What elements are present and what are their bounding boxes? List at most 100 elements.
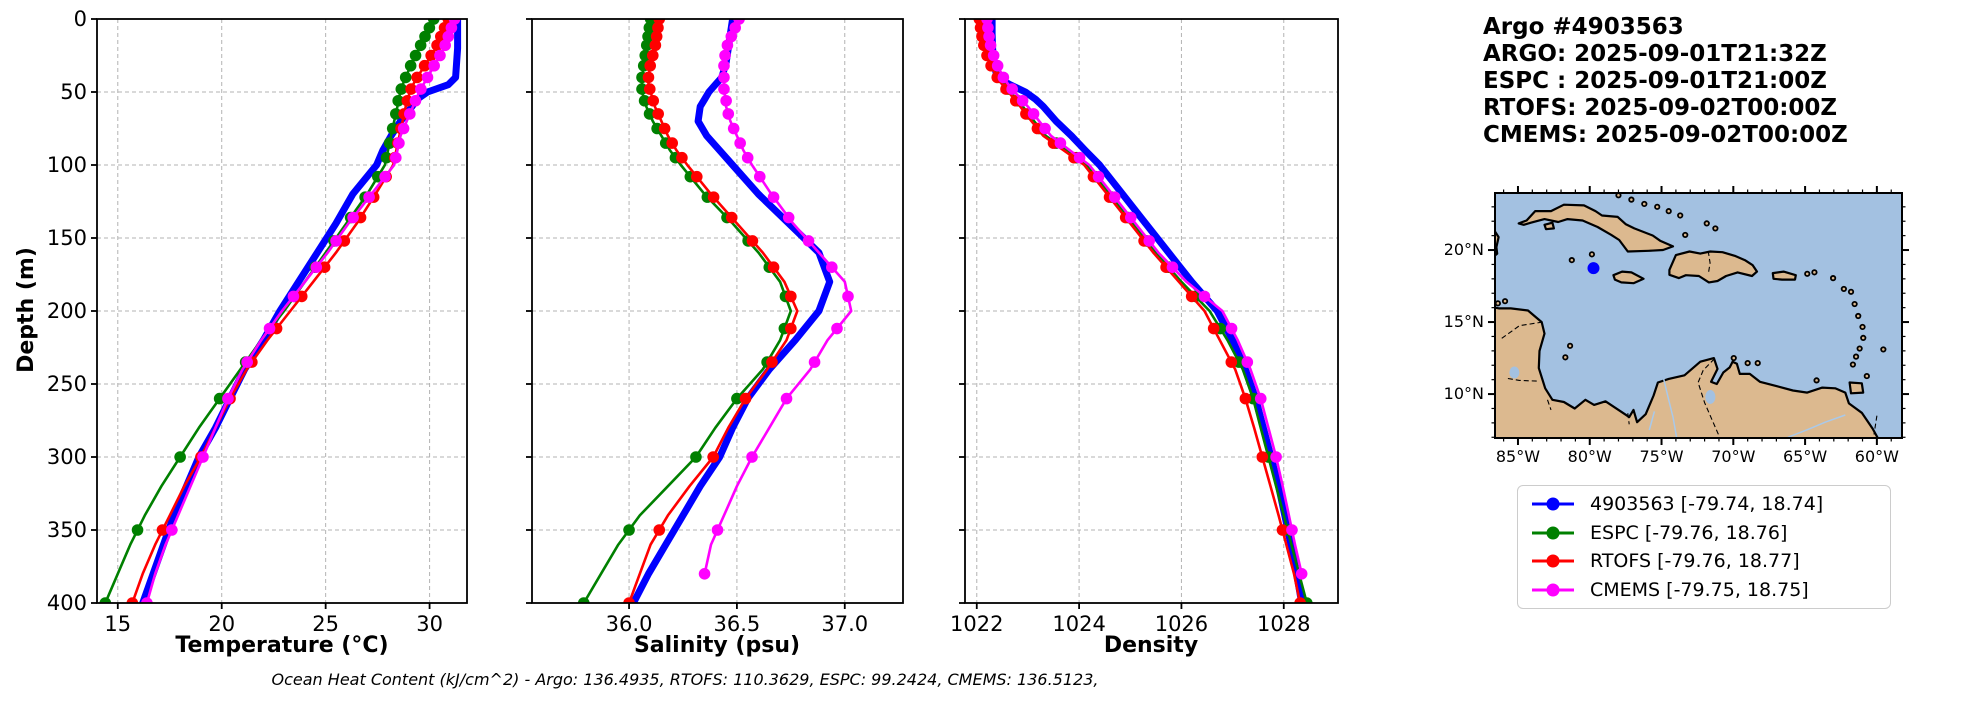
marker-RTOFS — [623, 597, 635, 603]
marker-CMEMS — [987, 49, 1000, 62]
marker-CMEMS — [746, 451, 758, 463]
legend-line-marker-icon — [1532, 583, 1574, 597]
small-island — [1562, 354, 1569, 361]
marker-CMEMS — [263, 322, 276, 335]
depth-tick-label: 100 — [47, 153, 87, 177]
marker-CMEMS — [734, 137, 746, 149]
profile-line-4903563 — [629, 19, 834, 603]
xtick-label: 1024 — [1052, 612, 1105, 636]
landmass — [1612, 270, 1645, 285]
small-island — [1712, 225, 1719, 232]
marker-ESPC — [213, 392, 226, 405]
header-line-argo-time: ARGO: 2025-09-01T21:32Z — [1483, 41, 1827, 67]
marker-CMEMS — [1039, 122, 1051, 135]
marker-CMEMS — [826, 261, 838, 274]
depth-tick-label: 400 — [47, 591, 87, 615]
country-border — [1697, 358, 1720, 437]
country-border — [1627, 413, 1630, 425]
marker-ESPC — [380, 151, 393, 164]
small-island — [1665, 208, 1672, 215]
marker-CMEMS — [1143, 235, 1155, 247]
marker-RTOFS — [405, 83, 417, 95]
marker-ESPC — [386, 122, 399, 135]
marker-CMEMS — [1270, 451, 1282, 463]
map-lon-label: 80°W — [1568, 447, 1612, 466]
marker-CMEMS — [741, 151, 754, 164]
marker-ESPC — [131, 524, 144, 536]
marker-CMEMS — [1198, 290, 1211, 303]
marker-RTOFS — [653, 524, 666, 536]
marker-CMEMS — [982, 21, 994, 34]
map-legend: 4903563 [-79.74, 18.74] ESPC [-79.76, 18… — [1517, 485, 1891, 609]
marker-CMEMS — [241, 356, 253, 368]
marker-CMEMS — [393, 137, 405, 149]
xtick-label: 15 — [104, 612, 131, 636]
marker-RTOFS — [666, 137, 679, 149]
marker-CMEMS — [725, 30, 738, 43]
marker-RTOFS — [156, 524, 169, 536]
marker-RTOFS — [707, 191, 720, 203]
marker-RTOFS — [1239, 392, 1252, 405]
marker-CMEMS — [445, 21, 458, 34]
marker-ESPC — [390, 108, 402, 120]
marker-CMEMS — [439, 39, 451, 52]
marker-CMEMS — [1054, 137, 1067, 149]
marker-ESPC — [638, 94, 651, 107]
marker-RTOFS — [431, 39, 443, 52]
xtick-label: 1022 — [950, 612, 1003, 636]
map-lat-label: 15°N — [1445, 312, 1484, 331]
marker-CMEMS — [1027, 108, 1040, 120]
marker-RTOFS — [411, 71, 423, 84]
small-island — [1880, 346, 1887, 353]
map-lon-label: 60°W — [1855, 447, 1899, 466]
depth-tick-label: 300 — [47, 445, 87, 469]
depth-tick-label: 0 — [74, 7, 87, 31]
marker-CMEMS — [780, 392, 793, 405]
landmass — [1771, 270, 1797, 281]
marker-CMEMS — [997, 71, 1010, 84]
lake — [1705, 389, 1716, 404]
landmass — [1495, 306, 1880, 438]
marker-CMEMS — [727, 122, 740, 135]
marker-RTOFS — [644, 59, 657, 72]
marker-CMEMS — [1225, 322, 1238, 335]
map-lat-label: 10°N — [1445, 384, 1484, 403]
small-island — [1628, 196, 1635, 203]
depth-tick-label: 250 — [47, 372, 87, 396]
small-island — [1566, 342, 1574, 349]
marker-ESPC — [642, 30, 654, 43]
marker-ESPC — [174, 451, 186, 463]
marker-RTOFS — [652, 21, 664, 34]
header-line-float-id: Argo #4903563 — [1483, 14, 1684, 40]
small-island — [1813, 377, 1820, 384]
marker-CMEMS — [434, 49, 446, 62]
marker-CMEMS — [415, 83, 427, 95]
float-position-marker — [1587, 262, 1600, 275]
marker-RTOFS — [650, 30, 663, 43]
river — [1648, 411, 1656, 431]
marker-CMEMS — [720, 94, 732, 107]
marker-CMEMS — [404, 108, 416, 120]
country-border — [1707, 250, 1711, 275]
marker-CMEMS — [1006, 83, 1018, 95]
marker-CMEMS — [1016, 94, 1029, 107]
legend-row: ESPC [-79.76, 18.76] — [1530, 519, 1878, 548]
small-island — [1855, 312, 1862, 320]
marker-ESPC — [414, 39, 427, 52]
small-island — [1703, 220, 1710, 227]
legend-label-cmems: CMEMS [-79.75, 18.75] — [1590, 578, 1809, 601]
marker-CMEMS — [983, 30, 995, 43]
legend-label-rtofs: RTOFS [-79.76, 18.77] — [1590, 550, 1800, 573]
small-island — [1682, 231, 1689, 239]
marker-CMEMS — [984, 39, 997, 52]
legend-row: 4903563 [-79.74, 18.74] — [1530, 490, 1878, 519]
depth-tick-label: 200 — [47, 299, 87, 323]
marker-ESPC — [399, 71, 412, 84]
marker-CMEMS — [287, 290, 300, 303]
marker-CMEMS — [1073, 151, 1086, 164]
small-island — [1856, 345, 1863, 352]
marker-CMEMS — [1092, 170, 1105, 183]
